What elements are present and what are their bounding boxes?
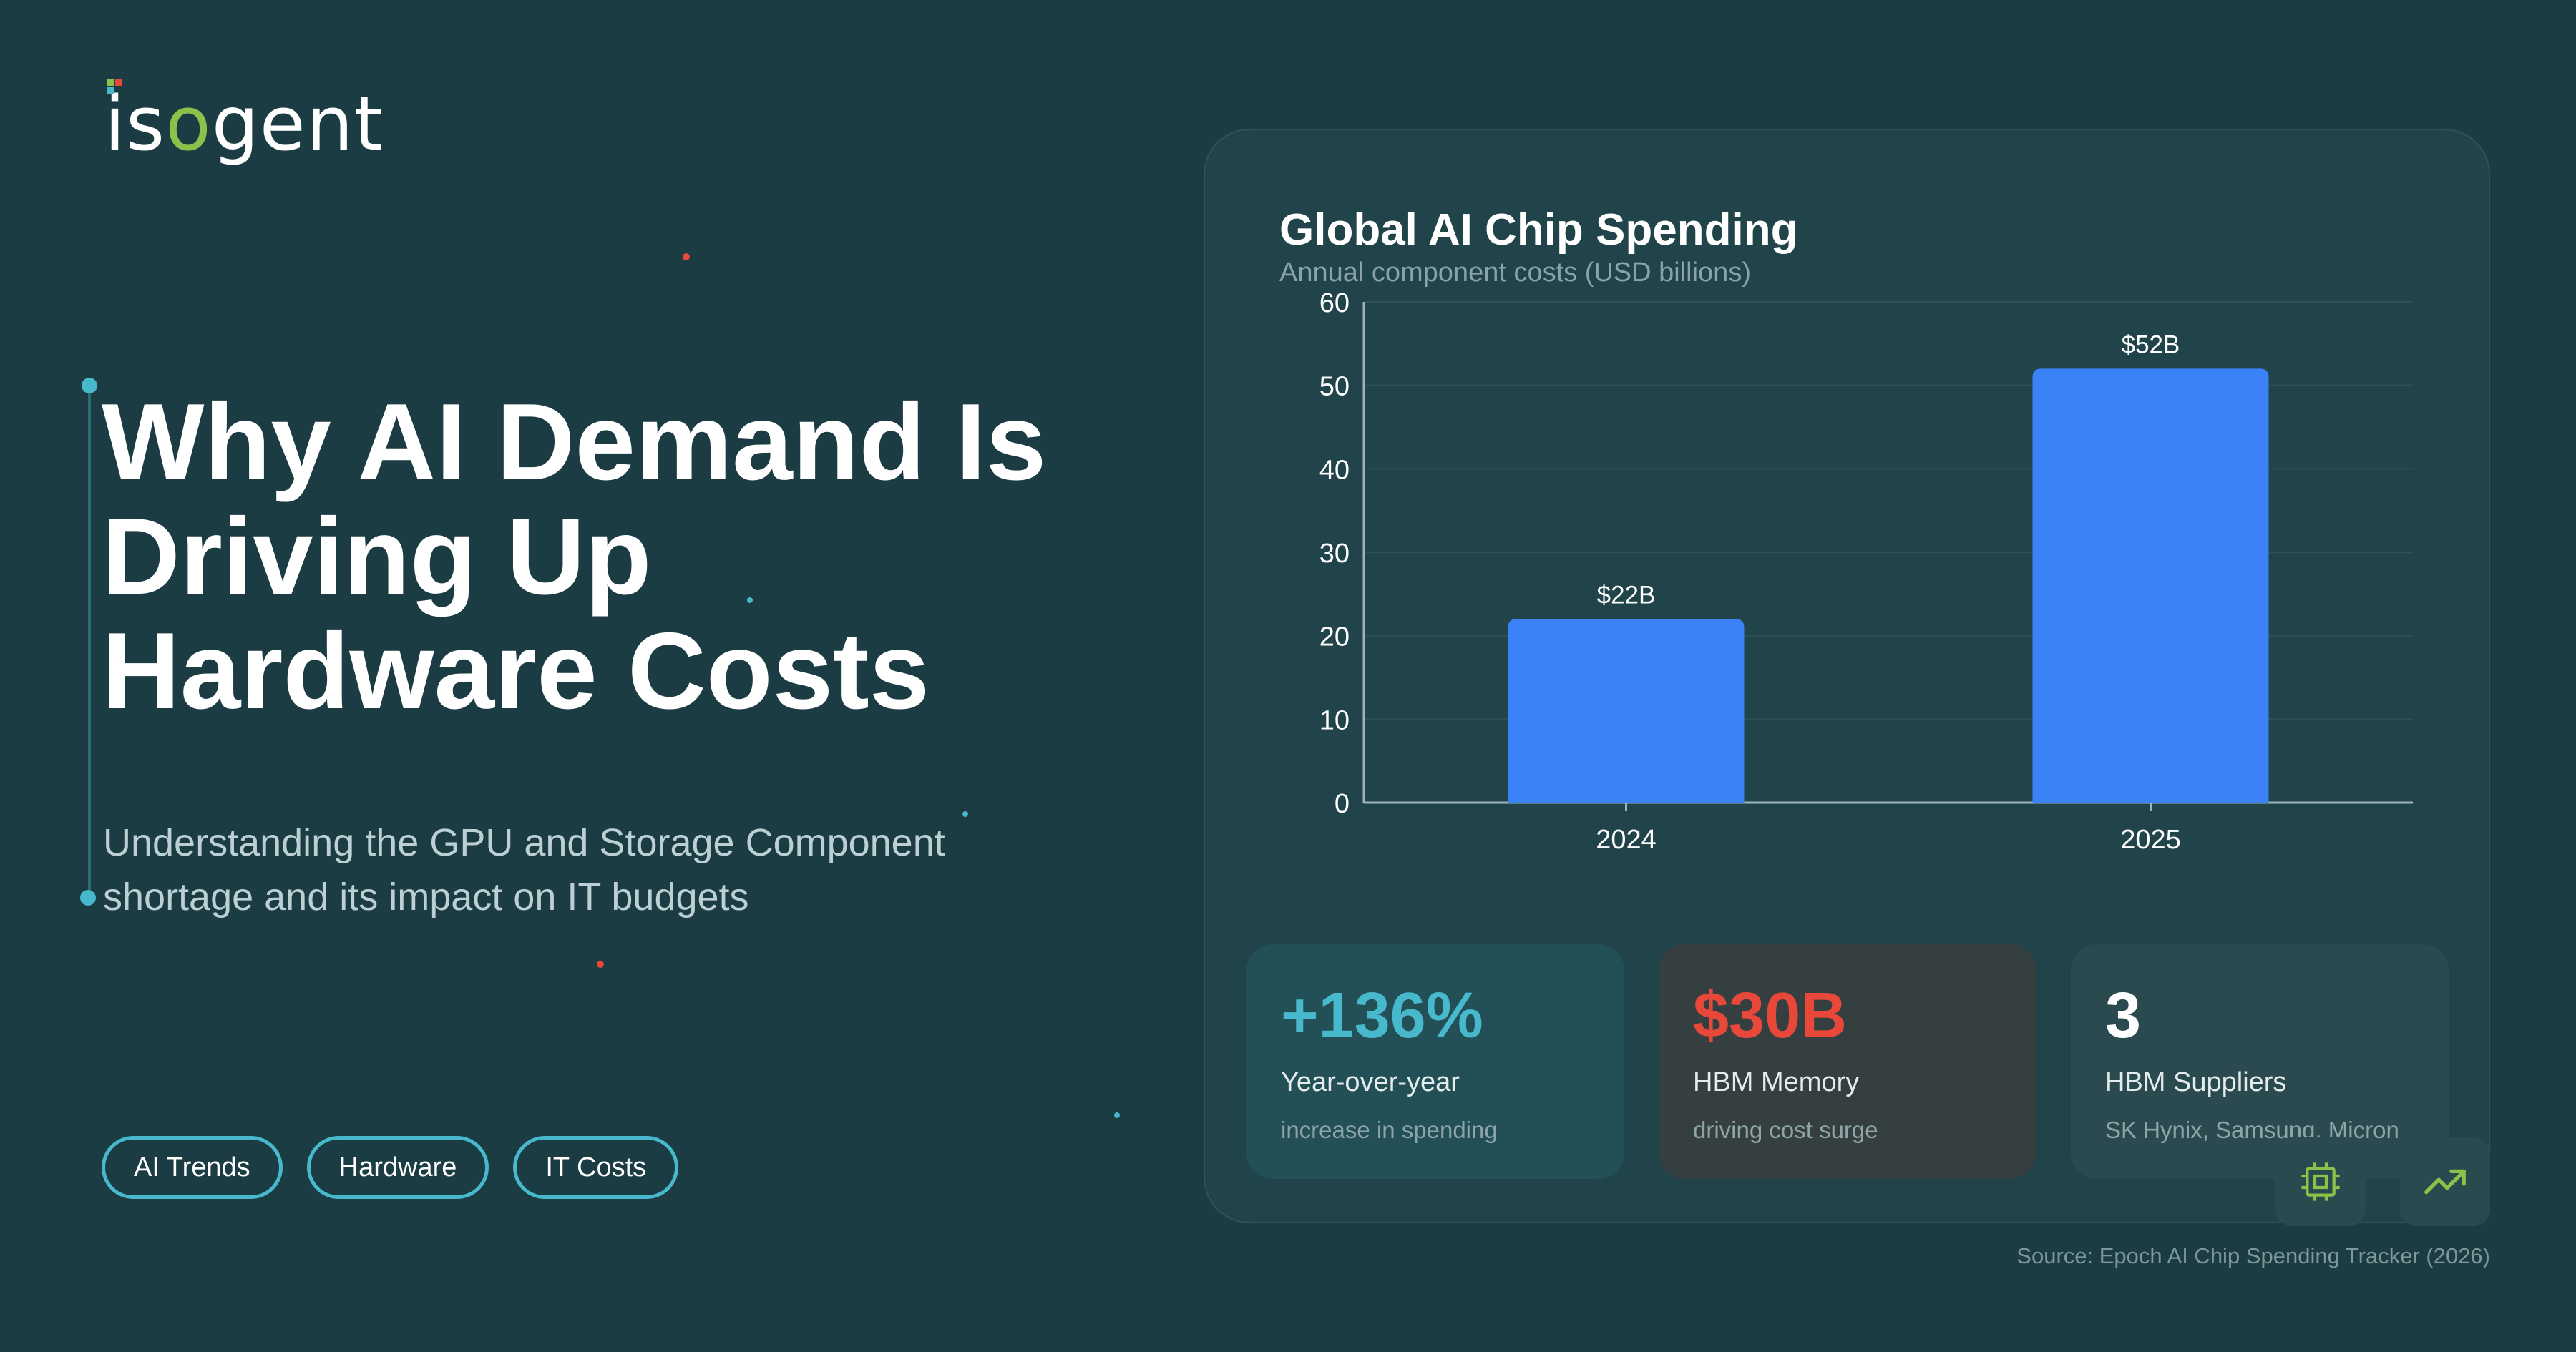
y-tick-label: 50 — [1319, 372, 1350, 402]
stat-card-yoy: +136% Year-over-year increase in spendin… — [1246, 944, 1624, 1179]
accent-line — [88, 386, 91, 897]
stat-card-hbm-suppliers: 3 HBM Suppliers SK Hynix, Samsung, Micro… — [2071, 944, 2449, 1179]
stat-value: $30B — [1693, 980, 1848, 1052]
spark-dot — [597, 961, 604, 968]
isogent-logo: is o gent — [104, 77, 384, 170]
chip-icon-button[interactable] — [2275, 1137, 2366, 1226]
stat-label: Year-over-year — [1281, 1067, 1460, 1097]
y-tick-label: 0 — [1335, 789, 1350, 819]
source-note: Source: Epoch AI Chip Spending Tracker (… — [2016, 1243, 2490, 1268]
logo-wordmark: is o gent — [104, 80, 384, 167]
bar-chart: 0 10 20 30 40 50 60 $22B 2024 $52B 2025 — [1319, 288, 2413, 855]
chart-subtitle: Annual component costs (USD billions) — [1279, 258, 1751, 288]
y-tick-label: 10 — [1319, 705, 1350, 735]
tag-ai-trends[interactable]: AI Trends — [102, 1136, 283, 1199]
page-title: Why AI Demand Is Driving Up Hardware Cos… — [102, 381, 1047, 732]
x-tick-label: 2024 — [1596, 825, 1657, 855]
spark-dot — [1114, 1112, 1120, 1118]
stat-label: HBM Suppliers — [2105, 1067, 2287, 1097]
x-tick-label: 2025 — [2120, 825, 2181, 855]
trend-up-icon — [2424, 1169, 2466, 1195]
y-tick-label: 20 — [1319, 622, 1350, 652]
tag-list: AI Trends Hardware IT Costs — [102, 1136, 679, 1199]
stat-description: driving cost surge — [1693, 1117, 1878, 1143]
spark-dot — [683, 253, 690, 260]
data-label: $52B — [2122, 330, 2180, 358]
tag-it-costs[interactable]: IT Costs — [513, 1136, 679, 1199]
stat-description: SK Hynix, Samsung, Micron — [2105, 1117, 2399, 1143]
chart-title: Global AI Chip Spending — [1279, 205, 1798, 255]
accent-dot-bottom — [80, 890, 96, 906]
chip-icon — [2301, 1162, 2340, 1201]
stat-label: HBM Memory — [1693, 1067, 1860, 1097]
y-tick-label: 40 — [1319, 455, 1350, 485]
accent-dot-top — [82, 378, 97, 393]
trend-icon-button[interactable] — [2400, 1137, 2490, 1226]
stat-value: +136% — [1281, 980, 1483, 1052]
bar — [1508, 619, 1745, 803]
stat-value: 3 — [2105, 980, 2142, 1052]
page-subtitle: Understanding the GPU and Storage Compon… — [103, 821, 945, 919]
spark-dot — [747, 597, 753, 603]
spark-dot — [962, 811, 968, 817]
y-tick-label: 60 — [1319, 288, 1350, 318]
bar — [2032, 368, 2269, 803]
data-label: $22B — [1597, 581, 1656, 609]
tag-hardware[interactable]: Hardware — [306, 1136, 489, 1199]
stat-card-hbm-memory: $30B HBM Memory driving cost surge — [1659, 944, 2036, 1179]
y-tick-label: 30 — [1319, 539, 1350, 569]
stat-description: increase in spending — [1281, 1117, 1498, 1143]
